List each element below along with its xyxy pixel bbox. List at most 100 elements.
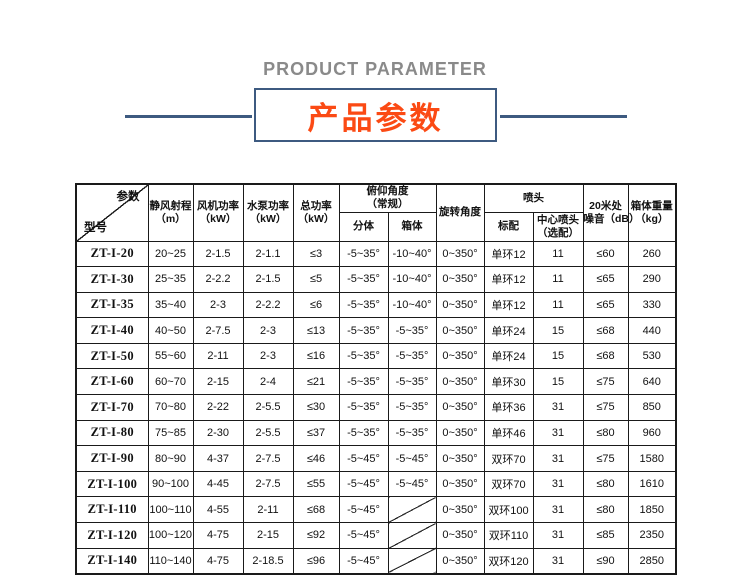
table-row: ZT-I-90 80~90 4-37 2-7.5 ≤46 -5~45° -5~45° 0~35… bbox=[75, 445, 677, 472]
value-cell: ≤13 bbox=[292, 317, 340, 344]
value-cell: 0~350° bbox=[435, 240, 485, 268]
value-cell: 260 bbox=[627, 240, 677, 268]
value-cell: 60~70 bbox=[147, 368, 194, 396]
col-header-rotation-angle: 旋转角度 bbox=[435, 183, 485, 242]
section-title-box: 产品参数 bbox=[254, 88, 497, 142]
value-cell: 330 bbox=[627, 291, 677, 319]
sub-header-nozzle-standard: 标配 bbox=[483, 211, 534, 242]
model-cell: ZT-I-40 bbox=[75, 317, 149, 344]
value-cell: 2-15 bbox=[192, 368, 244, 396]
corner-label-parameter: 参数 bbox=[116, 191, 140, 203]
model-cell: ZT-I-80 bbox=[75, 419, 149, 447]
value-cell: -10~40° bbox=[387, 291, 437, 319]
value-cell: 0~350° bbox=[435, 419, 485, 447]
value-cell: 0~350° bbox=[435, 470, 485, 498]
parameter-table-body: ZT-I-20 20~25 2-1.5 2-1.1 ≤3 -5~35° -10~40° 0~3… bbox=[75, 240, 677, 575]
value-cell: ≤68 bbox=[292, 496, 340, 524]
value-cell: 单环24 bbox=[483, 342, 534, 370]
corner-header-cell: 参数 型号 bbox=[75, 183, 149, 242]
value-cell: -5~45° bbox=[338, 470, 389, 498]
value-cell: 100~120 bbox=[147, 522, 194, 549]
value-cell: 2-2.2 bbox=[242, 291, 294, 319]
corner-label-model: 型号 bbox=[84, 221, 107, 234]
value-cell: 2-7.5 bbox=[192, 317, 244, 344]
value-cell: 双环120 bbox=[483, 547, 534, 575]
table-row: ZT-I-70 70~80 2-22 2-5.5 ≤30 -5~35° -5~35° 0~35… bbox=[75, 394, 677, 421]
model-cell: ZT-I-70 bbox=[75, 394, 149, 421]
value-cell: 4-55 bbox=[192, 496, 244, 524]
value-cell: ≤96 bbox=[292, 547, 340, 575]
col-header-fan-power: 风机功率 （kW） bbox=[192, 183, 244, 242]
value-cell: 双环100 bbox=[483, 496, 534, 524]
value-cell: ≤90 bbox=[582, 547, 629, 575]
value-cell: ≤65 bbox=[582, 266, 629, 293]
value-cell: ≤92 bbox=[292, 522, 340, 549]
value-cell: 1580 bbox=[627, 445, 677, 472]
value-cell: 2-22 bbox=[192, 394, 244, 421]
value-cell: -5~45° bbox=[338, 445, 389, 472]
value-cell: 1610 bbox=[627, 470, 677, 498]
value-cell: 4-37 bbox=[192, 445, 244, 472]
value-cell: 单环12 bbox=[483, 291, 534, 319]
value-cell: 2350 bbox=[627, 522, 677, 549]
table-row: ZT-I-60 60~70 2-15 2-4 ≤21 -5~35° -5~35° 0~350°… bbox=[75, 368, 677, 396]
value-cell: 90~100 bbox=[147, 470, 194, 498]
value-cell: 100~110 bbox=[147, 496, 194, 524]
value-cell: -5~45° bbox=[387, 470, 437, 498]
model-cell: ZT-I-110 bbox=[75, 496, 149, 524]
value-cell: 11 bbox=[532, 240, 584, 268]
table-row: ZT-I-120 100~120 4-75 2-15 ≤92 -5~45° 0~350° 双环… bbox=[75, 522, 677, 549]
section-title-cn: 产品参数 bbox=[307, 100, 444, 136]
value-cell: 31 bbox=[532, 496, 584, 524]
value-cell: -5~35° bbox=[387, 368, 437, 396]
na-slash-cell bbox=[387, 496, 437, 524]
value-cell: 1850 bbox=[627, 496, 677, 524]
value-cell: 2-2.2 bbox=[192, 266, 244, 293]
value-cell: 75~85 bbox=[147, 419, 194, 447]
value-cell: ≤30 bbox=[292, 394, 340, 421]
value-cell: 0~350° bbox=[435, 291, 485, 319]
decorative-line-left bbox=[125, 115, 252, 118]
value-cell: 11 bbox=[532, 291, 584, 319]
parameter-table: 参数 型号 静风射程 （m） 风机功率 （kW） 水泵功率 （kW） 总功率 （… bbox=[75, 183, 677, 575]
value-cell: 2850 bbox=[627, 547, 677, 575]
value-cell: 25~35 bbox=[147, 266, 194, 293]
table-row: ZT-I-20 20~25 2-1.5 2-1.1 ≤3 -5~35° -10~40° 0~3… bbox=[75, 240, 677, 268]
model-cell: ZT-I-120 bbox=[75, 522, 149, 549]
col-header-noise: 20米处 噪音（dB） bbox=[582, 183, 640, 242]
value-cell: 2-3 bbox=[242, 342, 294, 370]
value-cell: 2-1.5 bbox=[192, 240, 244, 268]
table-row: ZT-I-50 55~60 2-11 2-3 ≤16 -5~35° -5~35° 0~350°… bbox=[75, 342, 677, 370]
value-cell: 40~50 bbox=[147, 317, 194, 344]
section-header: PRODUCT PARAMETER 产品参数 bbox=[0, 0, 750, 183]
value-cell: -5~35° bbox=[387, 419, 437, 447]
value-cell: 530 bbox=[627, 342, 677, 370]
value-cell: -5~45° bbox=[387, 445, 437, 472]
value-cell: ≤65 bbox=[582, 291, 629, 319]
value-cell: ≤68 bbox=[582, 342, 629, 370]
value-cell: 2-7.5 bbox=[242, 445, 294, 472]
value-cell: 2-18.5 bbox=[242, 547, 294, 575]
value-cell: ≤60 bbox=[582, 240, 629, 268]
value-cell: 80~90 bbox=[147, 445, 194, 472]
value-cell: -5~35° bbox=[338, 266, 389, 293]
table-row: ZT-I-35 35~40 2-3 2-2.2 ≤6 -5~35° -10~40° 0~350… bbox=[75, 291, 677, 319]
value-cell: 单环12 bbox=[483, 240, 534, 268]
value-cell: 2-11 bbox=[242, 496, 294, 524]
model-cell: ZT-I-50 bbox=[75, 342, 149, 370]
model-cell: ZT-I-100 bbox=[75, 470, 149, 498]
value-cell: 单环24 bbox=[483, 317, 534, 344]
value-cell: -5~45° bbox=[338, 522, 389, 549]
value-cell: 2-3 bbox=[242, 317, 294, 344]
value-cell: -5~35° bbox=[338, 394, 389, 421]
value-cell: -5~35° bbox=[338, 368, 389, 396]
value-cell: 0~350° bbox=[435, 522, 485, 549]
value-cell: 31 bbox=[532, 394, 584, 421]
value-cell: 2-3 bbox=[192, 291, 244, 319]
value-cell: 0~350° bbox=[435, 368, 485, 396]
value-cell: 0~350° bbox=[435, 394, 485, 421]
value-cell: 2-11 bbox=[192, 342, 244, 370]
value-cell: 4-75 bbox=[192, 547, 244, 575]
value-cell: 290 bbox=[627, 266, 677, 293]
value-cell: ≤75 bbox=[582, 445, 629, 472]
